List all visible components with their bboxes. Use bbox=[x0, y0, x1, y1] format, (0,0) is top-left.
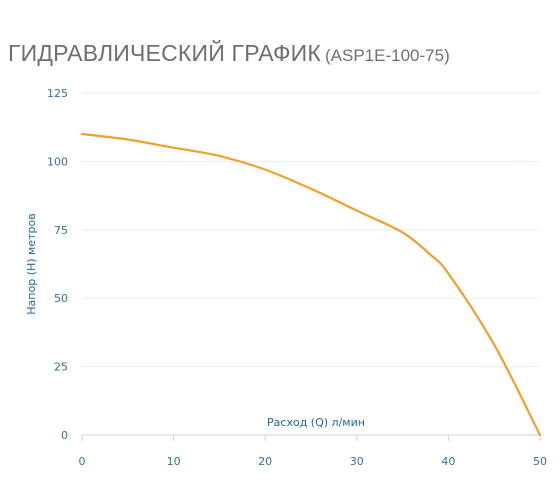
x-tick-label: 50 bbox=[533, 455, 547, 468]
y-axis-label: Напор (H) метров bbox=[25, 213, 38, 314]
x-tick-labels: 0 10 20 30 40 50 bbox=[79, 455, 548, 468]
y-tick-labels: 0 25 50 75 100 125 bbox=[47, 87, 68, 442]
y-tick-label: 25 bbox=[54, 361, 68, 374]
y-tick-label: 100 bbox=[47, 155, 68, 168]
x-tick-label: 0 bbox=[79, 455, 86, 468]
y-tick-label: 50 bbox=[54, 292, 68, 305]
x-tick-label: 30 bbox=[350, 455, 364, 468]
y-tick-label: 125 bbox=[47, 87, 68, 100]
chart-title: ГИДРАВЛИЧЕСКИЙ ГРАФИК (ASP1E-100-75) bbox=[8, 34, 450, 66]
chart-model-label: (ASP1E-100-75) bbox=[325, 46, 450, 65]
x-tick-marks bbox=[81, 435, 541, 441]
y-tick-label: 0 bbox=[61, 429, 68, 442]
x-axis-label: Расход (Q) л/мин bbox=[267, 416, 365, 429]
y-grid-lines bbox=[82, 92, 540, 368]
series-line bbox=[80, 132, 542, 437]
x-tick-label: 20 bbox=[258, 455, 272, 468]
x-tick-label: 10 bbox=[167, 455, 181, 468]
chart-title-main: ГИДРАВЛИЧЕСКИЙ ГРАФИК bbox=[8, 40, 321, 66]
y-tick-label: 75 bbox=[54, 224, 68, 237]
x-tick-label: 40 bbox=[441, 455, 455, 468]
